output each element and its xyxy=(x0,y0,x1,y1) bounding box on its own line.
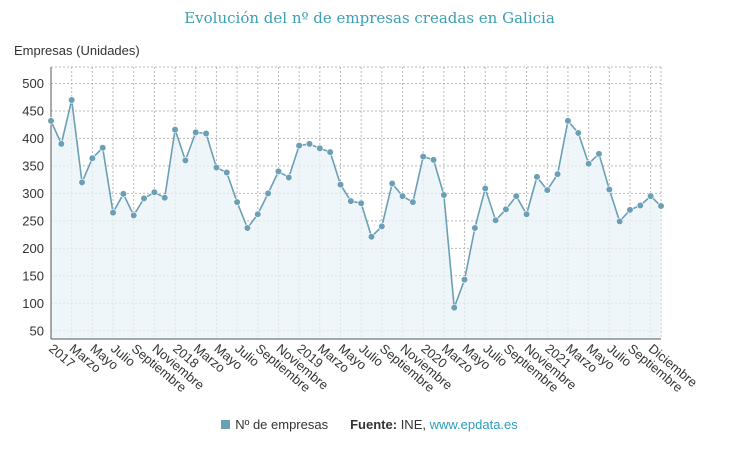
data-point xyxy=(554,170,562,178)
data-point xyxy=(502,205,510,213)
data-point xyxy=(409,198,417,206)
axis-layer xyxy=(50,67,661,340)
data-point xyxy=(398,192,407,200)
data-point xyxy=(336,180,345,189)
data-point xyxy=(57,140,65,148)
data-point xyxy=(347,197,355,205)
data-point xyxy=(140,194,148,202)
y-tick-label: 300 xyxy=(22,186,44,201)
data-point xyxy=(616,217,624,226)
data-point xyxy=(295,141,303,150)
y-tick-label: 50 xyxy=(30,323,44,338)
data-point xyxy=(429,156,438,164)
x-tick-labels: 2017MarzoMayoJulioSeptiembreNoviembre201… xyxy=(46,341,700,395)
data-point xyxy=(657,202,665,210)
y-tick-labels: 50 100 150 200 250 300 350 400 450 500 xyxy=(22,76,44,338)
data-point xyxy=(388,179,396,188)
y-tick-label: 350 xyxy=(22,158,44,173)
data-point xyxy=(212,163,221,172)
data-point xyxy=(512,192,520,200)
data-point xyxy=(419,152,427,161)
y-tick-label: 200 xyxy=(22,241,44,256)
data-point xyxy=(68,96,76,104)
data-point xyxy=(47,117,55,125)
y-tick-label: 100 xyxy=(22,296,44,311)
y-tick-label: 150 xyxy=(22,268,44,283)
y-tick-label: 500 xyxy=(22,76,44,91)
y-tick-label: 250 xyxy=(22,213,44,228)
data-point xyxy=(254,210,262,218)
source-text: INE, xyxy=(400,417,426,432)
data-point xyxy=(130,211,138,219)
data-point xyxy=(585,160,593,168)
data-point xyxy=(192,128,200,136)
data-point xyxy=(543,186,551,194)
data-point xyxy=(471,224,479,232)
data-point xyxy=(626,206,634,214)
data-point xyxy=(533,173,541,181)
data-point xyxy=(481,184,489,193)
data-point xyxy=(233,198,241,206)
line-chart: 50 100 150 200 250 300 350 400 450 500 2017MarzoM… xyxy=(22,66,700,395)
data-point xyxy=(574,129,582,137)
data-point xyxy=(564,117,572,125)
data-point xyxy=(440,191,448,199)
data-point xyxy=(109,209,117,217)
y-tick-label: 450 xyxy=(22,103,44,118)
data-point xyxy=(378,222,386,230)
legend: Nº de empresas Fuente: INE, www.epdata.es xyxy=(0,417,739,432)
data-point xyxy=(595,150,603,158)
data-point xyxy=(357,199,365,207)
data-point xyxy=(522,210,531,218)
data-point xyxy=(460,276,469,284)
data-point xyxy=(243,224,252,232)
data-point xyxy=(491,216,500,224)
data-point xyxy=(150,188,158,196)
source-link[interactable]: www.epdata.es xyxy=(429,417,518,432)
data-point xyxy=(181,156,190,165)
chart-title: Evolución del nº de empresas creadas en … xyxy=(184,9,555,27)
area-layer xyxy=(51,99,661,339)
y-tick-label: 400 xyxy=(22,131,44,146)
source-label: Fuente: xyxy=(350,417,398,432)
data-point xyxy=(636,201,644,210)
series-area xyxy=(51,99,661,339)
data-point xyxy=(305,140,314,148)
data-point xyxy=(161,194,169,202)
data-point xyxy=(285,173,293,182)
data-point xyxy=(367,233,376,241)
data-point xyxy=(119,190,127,198)
data-point xyxy=(316,144,324,152)
data-point xyxy=(78,178,86,186)
data-point xyxy=(647,192,655,200)
legend-series-label: Nº de empresas xyxy=(235,417,329,432)
data-point xyxy=(223,168,231,177)
data-point xyxy=(326,148,334,156)
data-point xyxy=(99,144,107,152)
data-point xyxy=(605,185,613,194)
data-point xyxy=(88,154,96,162)
data-point xyxy=(450,304,458,312)
data-point xyxy=(202,129,210,138)
data-point xyxy=(274,167,283,175)
data-point xyxy=(264,189,272,197)
legend-swatch xyxy=(221,420,231,430)
y-axis-label: Empresas (Unidades) xyxy=(14,43,140,58)
data-point xyxy=(171,126,179,134)
point-layer xyxy=(47,96,665,312)
